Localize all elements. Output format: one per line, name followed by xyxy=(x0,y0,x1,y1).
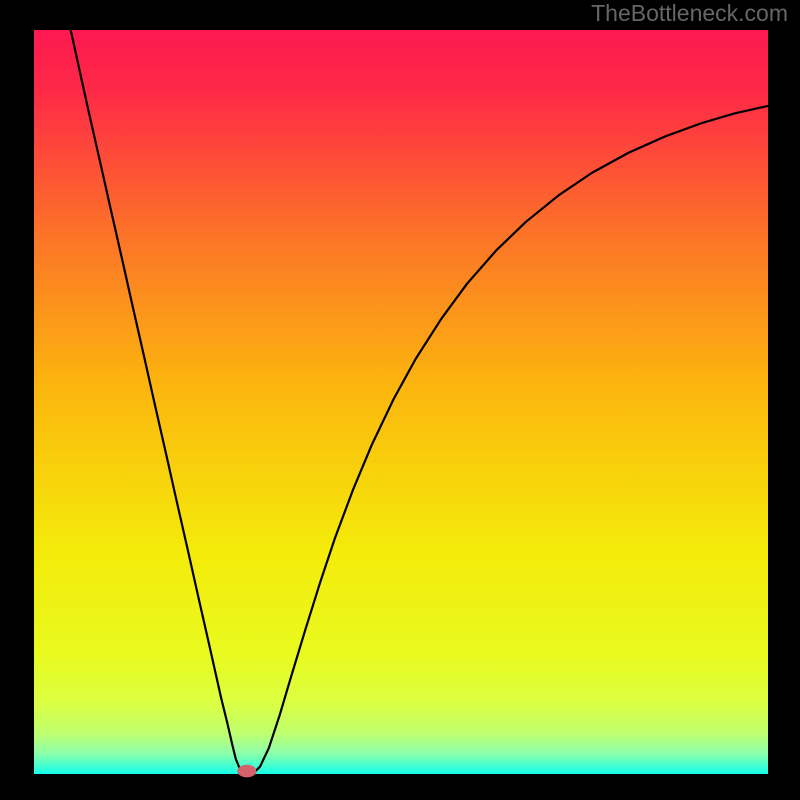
watermark-text: TheBottleneck.com xyxy=(591,0,788,27)
chart-container: TheBottleneck.com xyxy=(0,0,800,800)
plot-area xyxy=(34,30,768,774)
